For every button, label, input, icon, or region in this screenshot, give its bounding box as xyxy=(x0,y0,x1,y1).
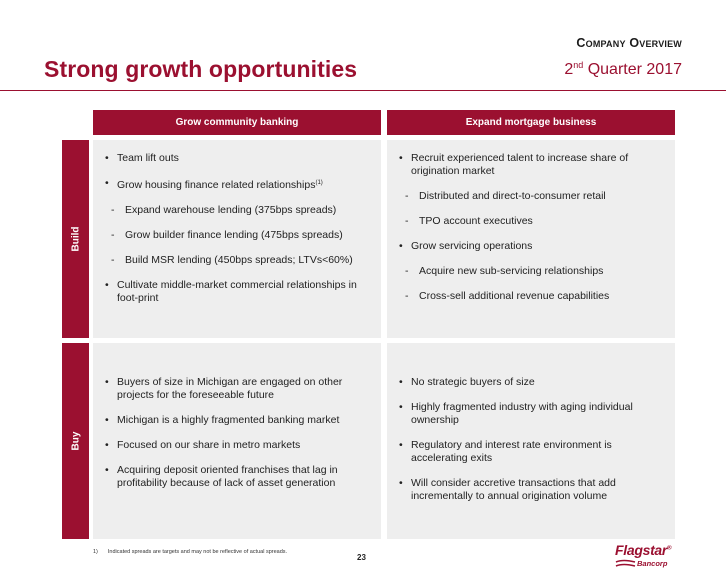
item-text: Highly fragmented industry with aging in… xyxy=(411,401,633,426)
bullet-item: Recruit experienced talent to increase s… xyxy=(397,152,665,178)
item-text: Cultivate middle-market commercial relat… xyxy=(117,279,357,304)
logo-name: Flagstar® xyxy=(615,542,671,558)
footnote-text: Indicated spreads are targets and may no… xyxy=(107,549,288,555)
cell-build-community: Team lift outs Grow housing finance relat… xyxy=(93,140,381,338)
item-text: Distributed and direct-to-consumer retai… xyxy=(419,190,606,202)
item-text: TPO account executives xyxy=(419,215,533,227)
bullet-item: Cultivate middle-market commercial relat… xyxy=(103,279,371,305)
row-label-buy: Buy xyxy=(62,343,89,539)
item-text: Team lift outs xyxy=(117,152,179,164)
item-text: Grow servicing operations xyxy=(411,240,533,252)
item-text: Michigan is a highly fragmented banking … xyxy=(117,414,340,426)
sub-item: Acquire new sub-servicing relationships xyxy=(397,265,665,278)
column-header-community: Grow community banking xyxy=(93,110,381,135)
page-title: Strong growth opportunities xyxy=(44,56,358,82)
bullet-item: Buyers of size in Michigan are engaged o… xyxy=(103,376,371,402)
section-label: Company Overview xyxy=(576,36,682,50)
quarter-ordinal: nd xyxy=(573,60,584,70)
item-text: Will consider accretive transactions tha… xyxy=(411,477,616,502)
row-label-build: Build xyxy=(62,140,89,338)
bullet-item: Highly fragmented industry with aging in… xyxy=(397,401,665,427)
quarter-suffix: Quarter 2017 xyxy=(583,61,682,78)
item-text: Buyers of size in Michigan are engaged o… xyxy=(117,376,343,401)
item-text: Cross-sell additional revenue capabiliti… xyxy=(419,290,610,302)
item-text: Focused on our share in metro markets xyxy=(117,439,301,451)
sub-item: TPO account executives xyxy=(397,215,665,228)
bullet-item: Grow housing finance related relationshi… xyxy=(103,177,371,192)
logo-swoosh-icon xyxy=(615,559,636,567)
bullet-item: Team lift outs xyxy=(103,152,371,165)
cell-build-mortgage: Recruit experienced talent to increase s… xyxy=(387,140,675,338)
sub-item: Cross-sell additional revenue capabiliti… xyxy=(397,290,665,303)
bullet-item: Regulatory and interest rate environment… xyxy=(397,439,665,465)
page-number: 23 xyxy=(357,553,366,562)
item-text: Acquiring deposit oriented franchises th… xyxy=(117,464,338,489)
item-text: Recruit experienced talent to increase s… xyxy=(411,152,629,177)
quarter-prefix: 2 xyxy=(564,61,574,78)
bullet-item: Focused on our share in metro markets xyxy=(103,439,371,452)
title-rule xyxy=(0,90,726,91)
sub-item: Distributed and direct-to-consumer retai… xyxy=(397,190,665,203)
bullet-item: Acquiring deposit oriented franchises th… xyxy=(103,464,371,490)
column-header-mortgage: Expand mortgage business xyxy=(387,110,675,135)
row-label-build-text: Build xyxy=(70,226,81,252)
item-text: Grow builder finance lending (475bps spr… xyxy=(125,229,343,241)
bullet-item: Michigan is a highly fragmented banking … xyxy=(103,414,371,427)
item-text: No strategic buyers of size xyxy=(411,376,535,388)
logo-name-text: Flagstar xyxy=(615,542,668,558)
footnote-number: 1) xyxy=(93,549,98,555)
row-label-buy-text: Buy xyxy=(70,431,81,451)
bullet-item: Grow servicing operations xyxy=(397,240,665,253)
bullet-item: No strategic buyers of size xyxy=(397,376,665,389)
footnote-ref: (1) xyxy=(315,180,323,186)
cell-buy-mortgage: No strategic buyers of size Highly fragme… xyxy=(387,343,675,539)
item-text: Acquire new sub-servicing relationships xyxy=(419,265,604,277)
flagstar-logo: Flagstar® Bancorp xyxy=(615,542,685,572)
logo-sub: Bancorp xyxy=(637,559,668,568)
sub-item: Grow builder finance lending (475bps spr… xyxy=(103,229,371,242)
item-text: Build MSR lending (450bps spreads; LTVs<… xyxy=(125,254,353,266)
item-text: Expand warehouse lending (375bps spreads… xyxy=(125,204,337,216)
cell-buy-community: Buyers of size in Michigan are engaged o… xyxy=(93,343,381,539)
sub-item: Expand warehouse lending (375bps spreads… xyxy=(103,204,371,217)
item-text: Regulatory and interest rate environment… xyxy=(411,439,612,464)
quarter-label: 2nd Quarter 2017 xyxy=(564,60,682,79)
logo-registered-mark: ® xyxy=(667,545,672,552)
bullet-item: Will consider accretive transactions tha… xyxy=(397,477,665,503)
footnote: 1) Indicated spreads are targets and may … xyxy=(93,549,287,555)
sub-item: Build MSR lending (450bps spreads; LTVs<… xyxy=(103,254,371,267)
item-text: Grow housing finance related relationshi… xyxy=(117,179,316,191)
